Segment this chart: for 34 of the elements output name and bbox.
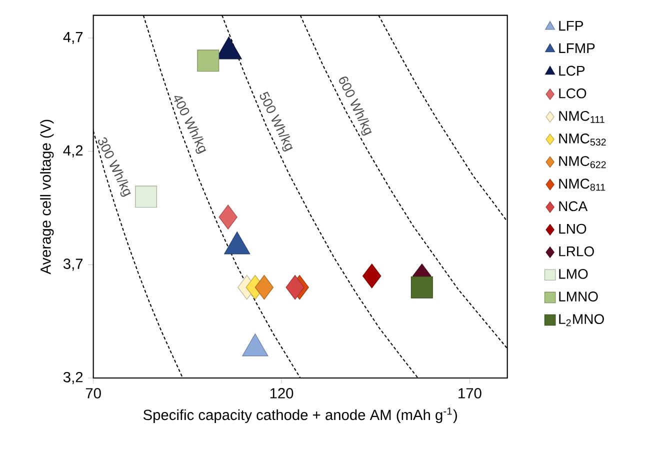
legend-label: LFP	[559, 20, 583, 31]
legend-label: NMC$_{622}$	[559, 156, 606, 168]
legend-label: NMC$_{532}$	[559, 134, 606, 146]
point	[286, 275, 304, 300]
legend-label: LCP	[559, 66, 585, 76]
annotation: 500 Wh/kg	[260, 92, 293, 152]
annotation: 400 Wh/kg	[174, 96, 206, 154]
legend-label: LCO	[559, 88, 586, 98]
x-axis-title: Specific capacity cathode + anode AM (mAh g$^{-1}$)	[143, 408, 457, 423]
legend-label: NMC$_{111}$	[559, 110, 604, 123]
y-tick-label: 3,7	[63, 258, 83, 271]
y-axis-title: Average cell voltage (V)	[40, 120, 54, 274]
legend-label: NMC$_{811}$	[559, 178, 606, 191]
point	[410, 276, 433, 298]
legend-label: LNO	[559, 224, 586, 234]
legend-label: LMNO	[559, 292, 598, 302]
y-tick-label: 3,2	[63, 372, 83, 384]
legend-label: NCA	[559, 201, 588, 212]
point	[135, 186, 158, 208]
point	[254, 275, 274, 300]
x-tick-label: 120	[270, 388, 294, 398]
legend-label: LFMP	[559, 43, 595, 53]
y-tick-label: 4,7	[63, 32, 83, 44]
x-tick-label: 170	[458, 388, 482, 398]
legend-label: LRLO	[559, 246, 594, 256]
legend-label: LMO	[559, 268, 588, 279]
y-tick-label: 4,2	[63, 145, 83, 158]
legend-label: L$_{2}$MNO	[559, 314, 604, 326]
annotation: 300 Wh/kg	[98, 137, 131, 197]
x-tick-label: 70	[86, 388, 101, 398]
annotation: 600 Wh/kg	[339, 76, 372, 136]
point	[362, 264, 382, 288]
point	[218, 204, 238, 230]
point	[197, 50, 220, 72]
